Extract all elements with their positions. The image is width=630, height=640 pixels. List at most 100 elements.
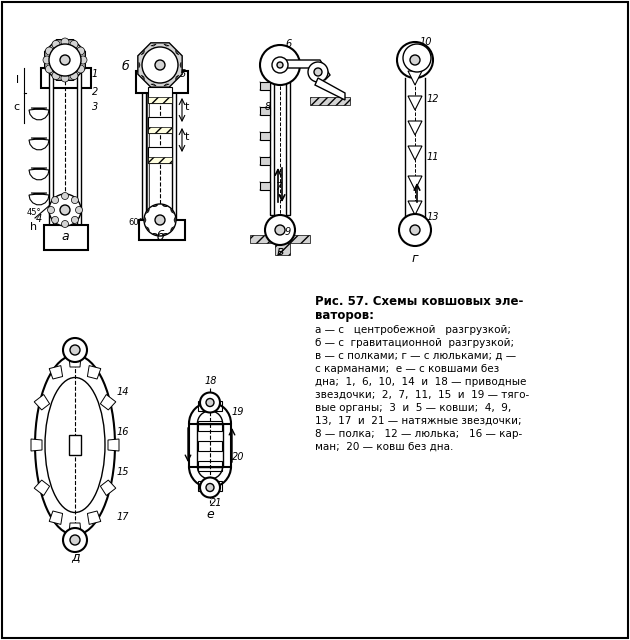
Bar (139, 220, 185, 240)
Bar (189, 424, 231, 467)
Circle shape (272, 57, 288, 73)
Polygon shape (69, 356, 81, 367)
Bar (275, 243, 290, 255)
Polygon shape (139, 62, 140, 68)
Text: 20: 20 (232, 452, 244, 462)
Circle shape (49, 194, 81, 226)
Text: 13,  17  и  21 — натяжные звездочки;: 13, 17 и 21 — натяжные звездочки; (315, 416, 522, 426)
Polygon shape (164, 44, 169, 46)
Text: Рис. 57. Схемы ковшовых эле-: Рис. 57. Схемы ковшовых эле- (315, 295, 524, 308)
Bar (198, 461, 222, 471)
Circle shape (410, 55, 420, 65)
Polygon shape (29, 168, 49, 180)
Text: 18: 18 (205, 376, 217, 387)
Text: 9: 9 (285, 227, 291, 237)
Text: 10: 10 (420, 37, 433, 47)
Bar (148, 127, 172, 133)
Bar (310, 97, 350, 105)
Bar (148, 147, 172, 163)
Polygon shape (34, 480, 50, 495)
Text: 1: 1 (92, 69, 98, 79)
Bar (286, 70, 290, 215)
Polygon shape (151, 44, 156, 46)
Circle shape (61, 74, 69, 82)
Polygon shape (164, 84, 169, 86)
Circle shape (62, 221, 69, 227)
Bar (270, 70, 274, 215)
Text: h: h (30, 222, 37, 232)
Bar (77, 68, 81, 225)
Polygon shape (88, 365, 101, 379)
Circle shape (70, 40, 78, 49)
Circle shape (206, 483, 214, 492)
Circle shape (277, 62, 283, 68)
Circle shape (275, 225, 285, 235)
Bar (198, 401, 222, 411)
Text: 19: 19 (232, 407, 244, 417)
Bar (198, 481, 222, 491)
Circle shape (200, 392, 220, 413)
Circle shape (70, 72, 78, 79)
Circle shape (49, 44, 81, 76)
Polygon shape (151, 84, 156, 86)
Bar (260, 82, 270, 90)
Text: звездочки;  2,  7,  11,  15  и  19 — тяго-: звездочки; 2, 7, 11, 15 и 19 — тяго- (315, 390, 529, 400)
Bar (136, 71, 188, 93)
Text: е: е (206, 508, 214, 520)
Polygon shape (138, 43, 182, 87)
Text: 45°: 45° (27, 208, 42, 217)
Text: ман;  20 — ковш без дна.: ман; 20 — ковш без дна. (315, 442, 454, 452)
Circle shape (76, 207, 83, 214)
Text: ваторов:: ваторов: (315, 309, 374, 322)
Polygon shape (408, 96, 422, 110)
Circle shape (206, 399, 214, 406)
Circle shape (45, 65, 54, 73)
Polygon shape (29, 193, 49, 205)
Circle shape (71, 216, 78, 223)
Polygon shape (408, 121, 422, 135)
Circle shape (52, 216, 59, 223)
Circle shape (265, 215, 295, 245)
Text: t: t (185, 132, 190, 142)
Text: 14: 14 (117, 387, 130, 397)
Circle shape (77, 47, 84, 55)
Bar (250, 235, 310, 243)
Text: в: в (277, 245, 284, 258)
Text: 3: 3 (92, 102, 98, 112)
Text: 2: 2 (92, 87, 98, 97)
Bar (260, 132, 270, 140)
Circle shape (52, 196, 59, 204)
Text: 60°: 60° (128, 218, 143, 227)
Circle shape (47, 207, 55, 214)
Polygon shape (100, 394, 116, 410)
Text: 16: 16 (117, 427, 130, 437)
Polygon shape (408, 71, 422, 85)
Bar (49, 68, 53, 225)
Circle shape (142, 47, 178, 83)
Polygon shape (162, 205, 168, 207)
Text: б — с  гравитационной  разгрузкой;: б — с гравитационной разгрузкой; (315, 338, 514, 348)
Circle shape (155, 60, 165, 70)
Circle shape (61, 38, 69, 46)
Polygon shape (175, 75, 179, 79)
Polygon shape (146, 209, 149, 213)
Text: 8: 8 (265, 102, 272, 112)
Circle shape (260, 45, 300, 85)
Polygon shape (49, 511, 62, 524)
Bar (148, 157, 172, 163)
Text: с карманами;  е — с ковшами без: с карманами; е — с ковшами без (315, 364, 499, 374)
Polygon shape (408, 201, 422, 215)
Polygon shape (141, 51, 144, 55)
Bar (260, 107, 270, 115)
Polygon shape (171, 227, 174, 231)
Polygon shape (69, 523, 81, 534)
Text: 6: 6 (285, 39, 291, 49)
Text: 12: 12 (427, 94, 440, 104)
Circle shape (70, 345, 80, 355)
Circle shape (43, 56, 51, 64)
Bar (44, 225, 88, 250)
Circle shape (63, 528, 87, 552)
Bar (260, 182, 270, 190)
Text: 15: 15 (117, 467, 130, 477)
Polygon shape (285, 60, 330, 80)
